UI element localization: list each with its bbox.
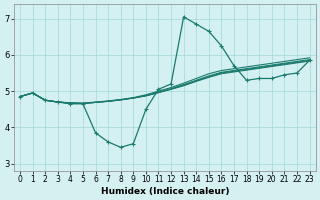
X-axis label: Humidex (Indice chaleur): Humidex (Indice chaleur): [100, 187, 229, 196]
